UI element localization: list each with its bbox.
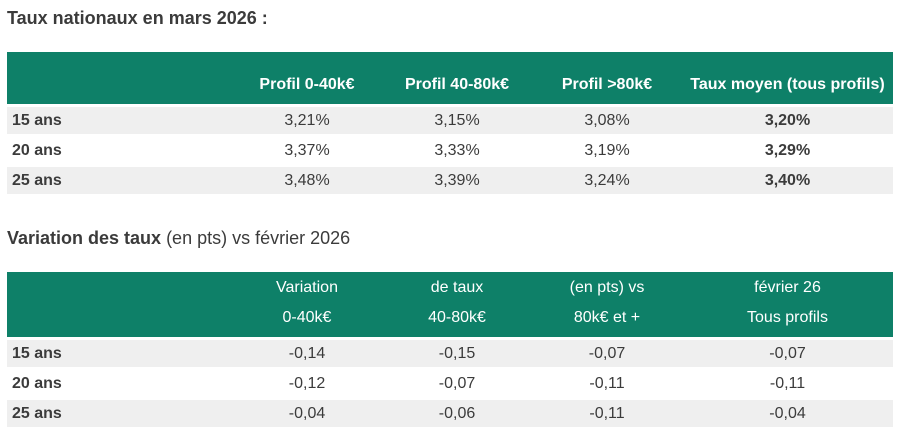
national-rates-title-text: Taux nationaux en mars 2026 : (7, 8, 268, 28)
rate-cell: 3,33% (382, 137, 532, 164)
header-line-2: 80k€ et + (573, 308, 641, 326)
header-line-1: (en pts) vs (569, 278, 645, 296)
variation-cell: -0,12 (232, 370, 382, 397)
header-row: Variation 0-40k€ de taux 40-80k€ (en pts… (7, 272, 893, 337)
table-row-15-ans: 15 ans -0,14 -0,15 -0,07 -0,07 (7, 340, 893, 367)
rate-cell: 3,08% (532, 107, 682, 134)
row-label-25-ans: 25 ans (7, 167, 232, 194)
variation-cell: -0,07 (382, 370, 532, 397)
variation-title-bold: Variation des taux (7, 228, 162, 248)
corner-cell (7, 272, 232, 337)
col-header-profil-40-80k: Profil 40-80k€ (382, 52, 532, 104)
variation-header: Variation 0-40k€ de taux 40-80k€ (en pts… (7, 272, 893, 337)
rate-cell: 3,24% (532, 167, 682, 194)
variation-cell: -0,14 (232, 340, 382, 367)
rate-cell: 3,48% (232, 167, 382, 194)
header-line-2: Tous profils (747, 308, 828, 326)
variation-table: Variation 0-40k€ de taux 40-80k€ (en pts… (7, 269, 893, 430)
rate-cell: 3,37% (232, 137, 382, 164)
variation-cell: -0,11 (682, 370, 893, 397)
rate-cell: 3,15% (382, 107, 532, 134)
col-header-variation-80k-plus: (en pts) vs 80k€ et + (532, 272, 682, 337)
rate-cell: 3,19% (532, 137, 682, 164)
table-row-25-ans: 25 ans 3,48% 3,39% 3,24% 3,40% (7, 167, 893, 194)
variation-cell: -0,04 (682, 400, 893, 427)
header-line-1: Variation (276, 278, 338, 296)
col-header-variation-tous-profils: février 26 Tous profils (682, 272, 893, 337)
rate-cell-average: 3,40% (682, 167, 893, 194)
corner-cell (7, 52, 232, 104)
rate-cell-average: 3,20% (682, 107, 893, 134)
row-label-20-ans: 20 ans (7, 137, 232, 164)
header-line-2: 0-40k€ (282, 308, 332, 326)
national-rates-title: Taux nationaux en mars 2026 : (7, 7, 893, 29)
header-line-2: 40-80k€ (428, 308, 486, 326)
header-line-1: de taux (430, 278, 484, 296)
row-label-15-ans: 15 ans (7, 340, 232, 367)
rate-cell: 3,21% (232, 107, 382, 134)
col-header-variation-0-40k: Variation 0-40k€ (232, 272, 382, 337)
col-header-profil-80k: Profil >80k€ (532, 52, 682, 104)
row-label-20-ans: 20 ans (7, 370, 232, 397)
variation-cell: -0,11 (532, 400, 682, 427)
col-header-profil-0-40k: Profil 0-40k€ (232, 52, 382, 104)
variation-title: Variation des taux (en pts) vs février 2… (7, 227, 893, 249)
national-rates-table: Profil 0-40k€ Profil 40-80k€ Profil >80k… (7, 49, 893, 197)
rate-cell: 3,39% (382, 167, 532, 194)
variation-title-rest: (en pts) vs février 2026 (161, 228, 351, 248)
variation-cell: -0,15 (382, 340, 532, 367)
row-label-15-ans: 15 ans (7, 107, 232, 134)
col-header-taux-moyen: Taux moyen (tous profils) (682, 52, 893, 104)
rate-cell-average: 3,29% (682, 137, 893, 164)
col-header-variation-40-80k: de taux 40-80k€ (382, 272, 532, 337)
header-line-1: février 26 (754, 278, 821, 296)
header-row: Profil 0-40k€ Profil 40-80k€ Profil >80k… (7, 52, 893, 104)
table-row-25-ans: 25 ans -0,04 -0,06 -0,11 -0,04 (7, 400, 893, 427)
variation-cell: -0,07 (682, 340, 893, 367)
row-label-25-ans: 25 ans (7, 400, 232, 427)
variation-cell: -0,11 (532, 370, 682, 397)
variation-cell: -0,04 (232, 400, 382, 427)
table-row-15-ans: 15 ans 3,21% 3,15% 3,08% 3,20% (7, 107, 893, 134)
national-rates-header: Profil 0-40k€ Profil 40-80k€ Profil >80k… (7, 52, 893, 104)
table-row-20-ans: 20 ans 3,37% 3,33% 3,19% 3,29% (7, 137, 893, 164)
variation-cell: -0,06 (382, 400, 532, 427)
table-row-20-ans: 20 ans -0,12 -0,07 -0,11 -0,11 (7, 370, 893, 397)
variation-cell: -0,07 (532, 340, 682, 367)
